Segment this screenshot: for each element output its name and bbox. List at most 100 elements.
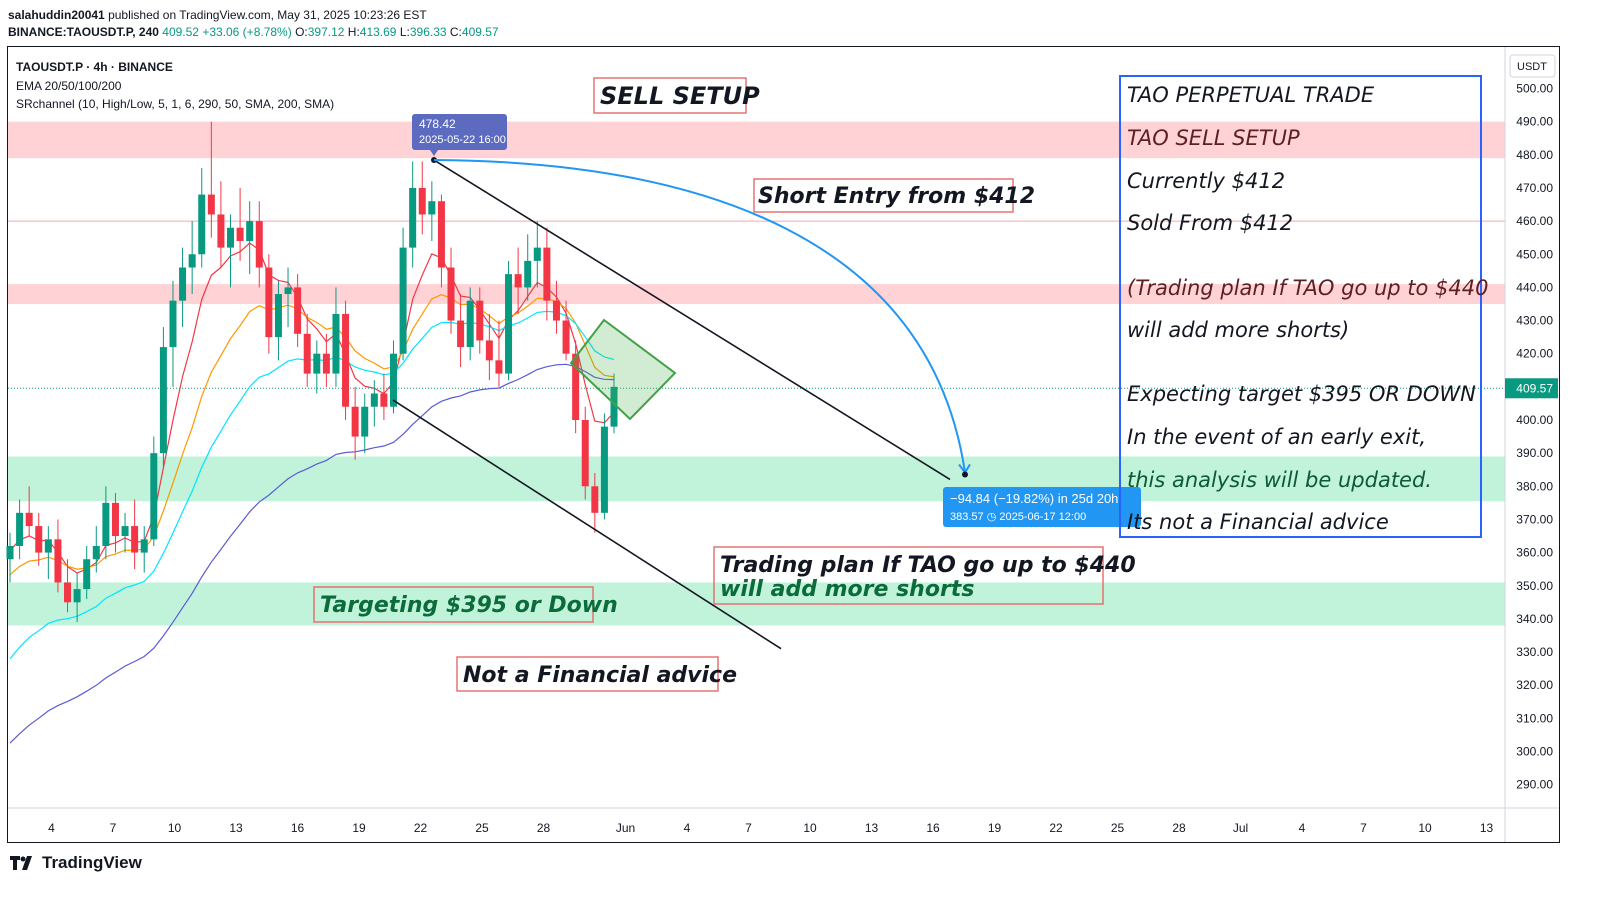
ema-200-line	[9, 363, 615, 744]
swing-high-date: 2025-05-22 16:00	[419, 134, 506, 146]
entry-zone-rectangle	[569, 318, 677, 421]
candle-body	[188, 254, 196, 268]
price-tick: 360.00	[1516, 546, 1553, 560]
current-price-badge	[1505, 378, 1558, 399]
legend-ema[interactable]: EMA 20/50/100/200	[16, 78, 122, 93]
upper-channel-line	[433, 159, 951, 481]
info-box-line-4: (Trading plan If TAO go up to $440	[1127, 276, 1489, 300]
price-tick: 470.00	[1516, 181, 1553, 195]
candle-body	[294, 287, 302, 334]
price-tick: 440.00	[1516, 280, 1553, 294]
legend-symbol[interactable]: TAOUSDT.P · 4h · BINANCE	[16, 60, 173, 74]
open-value: 397.12	[307, 25, 345, 39]
candle-body	[476, 300, 484, 341]
measure-target: 383.57 ◷ 2025-06-17 12:00	[950, 511, 1086, 523]
candle-body	[121, 526, 129, 537]
sell-setup-box	[593, 77, 747, 114]
candle-body	[380, 393, 388, 407]
price-tick: 420.00	[1516, 347, 1553, 361]
currency-label: USDT	[1517, 61, 1547, 73]
candle-body	[409, 187, 417, 248]
sell-setup-label: SELL SETUP	[600, 82, 760, 110]
ema-lines	[9, 242, 615, 744]
time-tick: 13	[229, 821, 243, 835]
time-tick: 16	[926, 821, 940, 835]
candle-body	[303, 333, 311, 374]
current-price-label: 409.57	[1516, 381, 1553, 395]
price-tick: 450.00	[1516, 247, 1553, 261]
targeting-box	[313, 586, 594, 623]
high-value: 413.69	[359, 25, 397, 39]
projection-arc	[433, 159, 966, 473]
candle-body	[44, 539, 52, 553]
candle-body	[236, 227, 244, 241]
candle-body	[562, 320, 570, 354]
price-tick: 380.00	[1516, 479, 1553, 493]
info-box-line-3: Sold From $412	[1127, 211, 1293, 235]
axes: USDT 500.00 490.00 480.00 470.00 460.00 450.00…	[8, 47, 1559, 842]
resistance-zone-0	[8, 121, 1505, 159]
price-tick: 330.00	[1516, 645, 1553, 659]
targeting-label: Targeting $395 or Down	[320, 593, 618, 618]
time-tick: Jun	[616, 821, 635, 835]
time-tick: 7	[110, 821, 117, 835]
candle-body	[524, 260, 532, 288]
info-box-line-7: In the event of an early exit,	[1127, 425, 1426, 449]
resistance-zone-1	[8, 284, 1505, 304]
legend-srchannel[interactable]: SRchannel (10, High/Low, 5, 1, 6, 290, 5…	[16, 97, 335, 111]
price-tick: 390.00	[1516, 446, 1553, 460]
short-entry-label: Short Entry from $412	[758, 184, 1035, 209]
sr-zones	[8, 121, 1505, 626]
close-label: C:	[449, 25, 462, 39]
price-tick: 320.00	[1516, 678, 1553, 692]
lower-channel-line	[392, 399, 782, 650]
price-tick: 370.00	[1516, 512, 1553, 526]
candle-body	[179, 267, 187, 301]
not-advice-label: Not a Financial advice	[463, 663, 737, 688]
candle-body	[322, 353, 330, 374]
candle-body	[83, 559, 91, 590]
candle-body	[581, 420, 589, 487]
candle-body	[35, 526, 43, 553]
candle-body	[6, 545, 14, 560]
price-tick: 480.00	[1516, 148, 1553, 162]
candle-body	[389, 353, 397, 407]
candle-body	[159, 347, 167, 454]
time-tick: 10	[1418, 821, 1432, 835]
candle-body	[111, 502, 119, 537]
trading-plan-line2: will add more shorts	[720, 577, 974, 602]
price-tick: 400.00	[1516, 413, 1553, 427]
chart-frame[interactable]	[7, 46, 1560, 843]
candle-body	[274, 294, 282, 338]
time-tick: 10	[168, 821, 182, 835]
currency-badge	[1509, 54, 1556, 78]
time-tick: 7	[745, 821, 752, 835]
candle-body	[495, 360, 503, 374]
candle-body	[265, 267, 273, 338]
measure-change: −94.84 (−19.82%) in 25d 20h	[950, 491, 1118, 506]
candle-body	[342, 313, 350, 407]
candle-body	[399, 247, 407, 354]
candle-body	[140, 539, 148, 553]
published-text: published on TradingView.com, May 31, 20…	[108, 8, 427, 22]
candle-body	[533, 247, 541, 261]
candle-body	[16, 512, 24, 546]
time-tick: 22	[1049, 821, 1063, 835]
candle-body	[552, 300, 560, 321]
price-tick: 430.00	[1516, 314, 1553, 328]
swing-high-tooltip-pointer	[430, 150, 438, 156]
candle-body	[313, 353, 321, 374]
target-point	[962, 471, 968, 478]
candle-body	[466, 300, 474, 348]
time-tick: 28	[1172, 821, 1186, 835]
time-tick: 13	[865, 821, 879, 835]
low-label: L:	[399, 25, 410, 39]
measure-tooltip	[943, 487, 1141, 527]
short-entry-box	[753, 178, 1014, 213]
swing-high-tooltip	[412, 114, 507, 150]
price-tick: 340.00	[1516, 612, 1553, 626]
candle-body	[485, 340, 493, 361]
candle-body	[284, 287, 292, 295]
candle-body	[505, 274, 513, 374]
